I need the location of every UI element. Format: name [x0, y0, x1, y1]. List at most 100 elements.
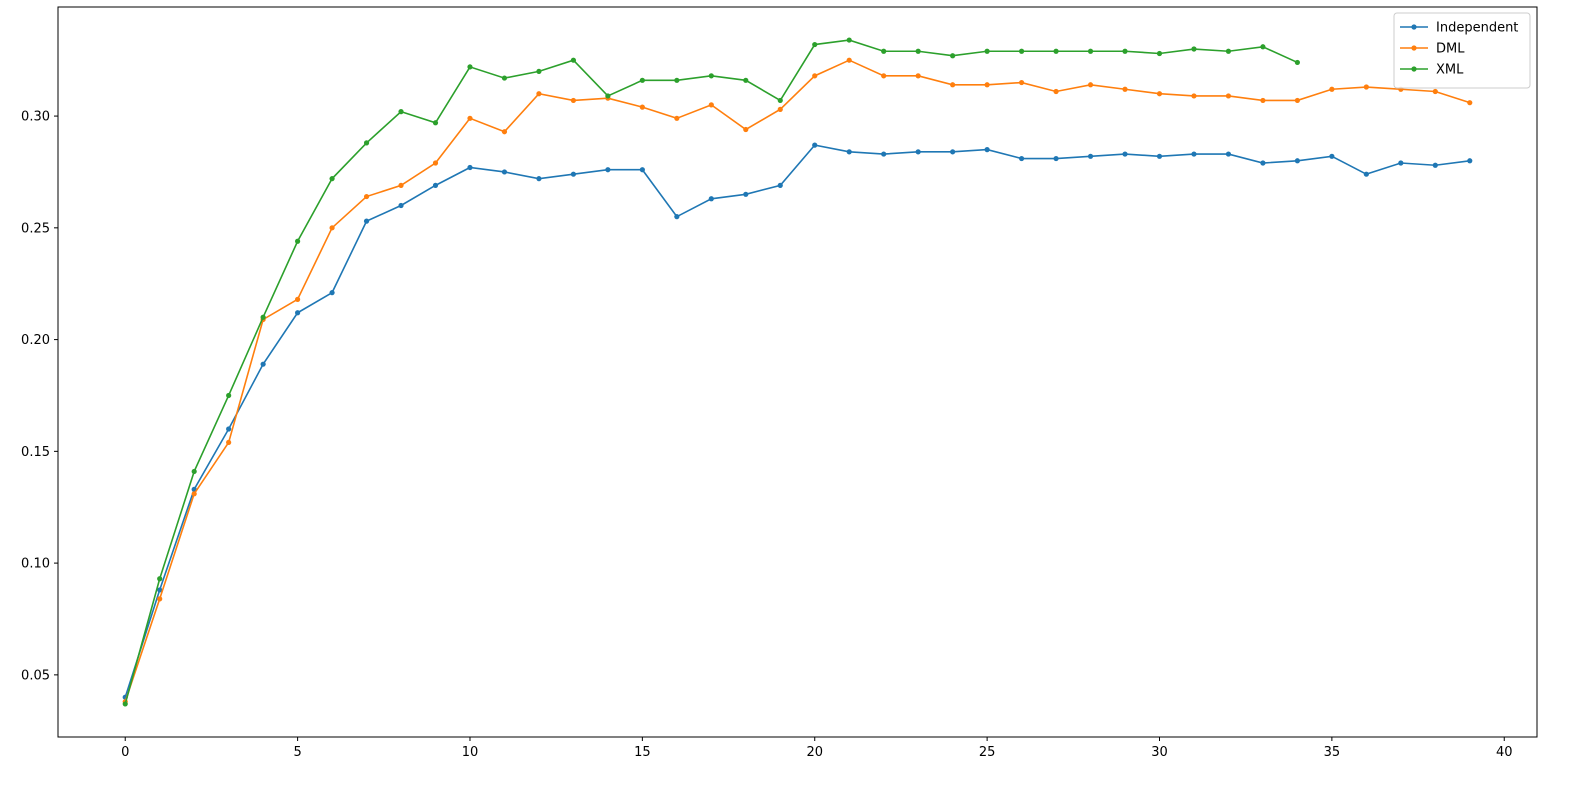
point	[639, 167, 645, 173]
x-tick-label: 15	[634, 745, 651, 760]
point	[1260, 44, 1266, 50]
point	[674, 214, 680, 220]
point	[260, 314, 266, 320]
point	[846, 57, 852, 63]
plot-frame	[57, 6, 1538, 738]
y-tick-label: 0.05	[21, 668, 50, 683]
y-tick-label: 0.25	[21, 221, 50, 236]
point	[708, 102, 714, 108]
point	[329, 176, 335, 182]
point	[846, 149, 852, 155]
point	[1329, 86, 1335, 92]
point	[501, 169, 508, 175]
point	[1018, 48, 1025, 54]
x-tick-label: 30	[1151, 745, 1168, 760]
legend-marker	[1411, 24, 1417, 30]
legend-label: Independent	[1436, 21, 1518, 36]
point	[1087, 48, 1094, 54]
point	[570, 97, 577, 104]
point	[1156, 153, 1163, 159]
point	[950, 82, 956, 88]
point	[1122, 48, 1128, 54]
point	[570, 171, 577, 177]
point	[846, 37, 852, 43]
point	[398, 109, 404, 115]
x-tick-label: 5	[293, 745, 301, 760]
point	[708, 196, 714, 202]
x-tick-label: 0	[121, 745, 129, 760]
point	[536, 68, 542, 74]
point	[467, 115, 473, 121]
point	[467, 64, 473, 70]
legend-label: DML	[1436, 42, 1465, 57]
point	[1467, 158, 1473, 164]
point	[501, 129, 508, 135]
point	[674, 115, 680, 121]
point	[1363, 171, 1369, 177]
point	[639, 77, 645, 83]
point	[260, 361, 266, 367]
point	[226, 426, 232, 432]
point	[950, 53, 956, 59]
point	[743, 191, 749, 197]
point	[1191, 46, 1197, 52]
point	[1329, 153, 1335, 159]
point	[1225, 93, 1232, 99]
point	[1087, 82, 1094, 88]
point	[984, 147, 990, 153]
point	[1225, 151, 1232, 157]
point	[363, 193, 370, 200]
point	[1018, 79, 1025, 86]
x-tick-label: 20	[806, 745, 823, 760]
point	[812, 142, 818, 148]
point	[812, 73, 818, 79]
point	[329, 225, 335, 231]
point	[1053, 88, 1059, 95]
legend-marker	[1411, 66, 1417, 72]
point	[743, 126, 749, 133]
x-tick-label: 25	[979, 745, 996, 760]
point	[1225, 48, 1232, 54]
point	[1191, 93, 1197, 99]
point	[432, 182, 439, 188]
point	[157, 596, 163, 602]
point	[1294, 59, 1300, 66]
y-tick-label: 0.30	[21, 110, 50, 125]
point	[639, 104, 645, 110]
point	[226, 392, 232, 399]
point	[1432, 162, 1438, 168]
point	[777, 97, 783, 104]
point	[605, 167, 611, 173]
point	[1122, 86, 1128, 92]
legend-label: XML	[1436, 63, 1464, 78]
point	[1053, 155, 1059, 162]
point	[915, 48, 921, 54]
point	[674, 77, 680, 83]
point	[191, 468, 197, 475]
point	[1398, 160, 1404, 166]
point	[881, 151, 887, 157]
x-tick-label: 35	[1324, 745, 1341, 760]
point	[605, 93, 611, 99]
point	[984, 48, 990, 54]
y-tick-label: 0.20	[21, 333, 50, 348]
point	[191, 491, 197, 497]
point	[915, 73, 921, 79]
point	[881, 48, 887, 54]
point	[295, 238, 301, 244]
point	[363, 218, 370, 224]
point	[1363, 84, 1369, 90]
point	[570, 57, 577, 63]
series-line	[124, 39, 1298, 705]
point	[1467, 100, 1473, 106]
x-tick-label: 40	[1496, 745, 1513, 760]
point	[501, 75, 508, 81]
point	[915, 149, 921, 155]
point	[881, 73, 887, 79]
point	[432, 120, 439, 126]
series-line	[124, 144, 1470, 698]
point	[295, 310, 301, 316]
point	[1260, 160, 1266, 166]
point	[398, 202, 404, 209]
point	[950, 149, 956, 155]
